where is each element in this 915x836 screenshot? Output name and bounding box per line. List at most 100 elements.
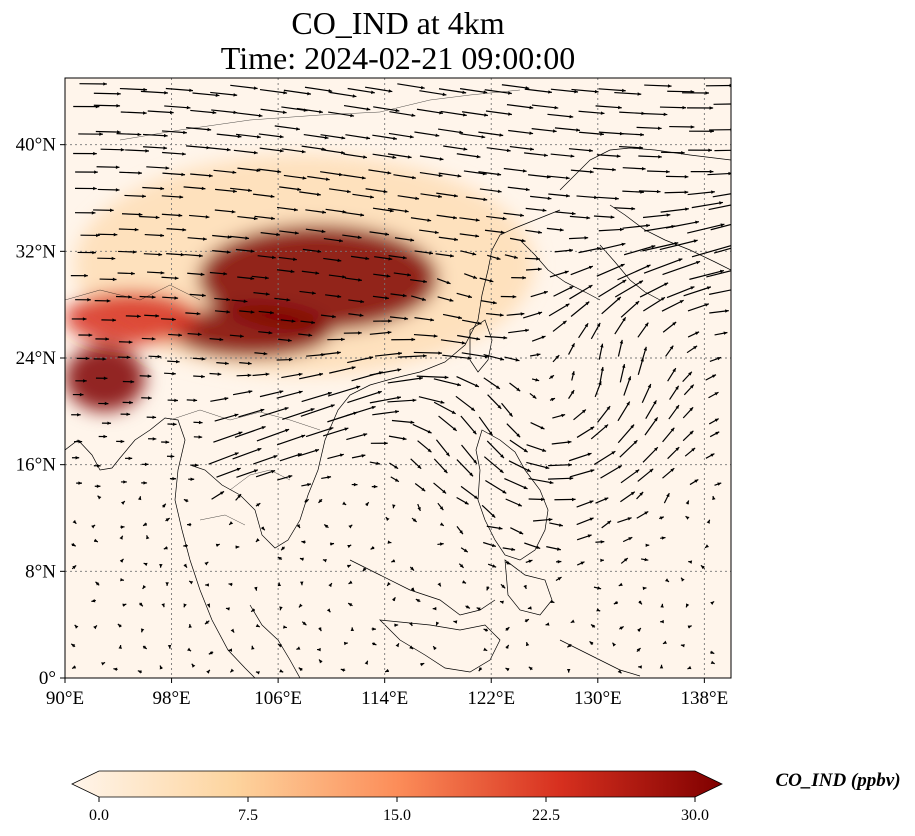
wind-arrow [299,373,324,380]
y-tick-label: 32°N [16,241,57,262]
wind-arrow-head [370,546,375,550]
wind-arrow-head [234,452,239,456]
wind-arrow [397,355,427,358]
wind-arrow-head [85,356,90,361]
wind-arrow-head [478,667,483,672]
wind-arrow-head [499,133,504,137]
wind-arrow-head [543,153,548,157]
wind-arrow-head [621,88,626,93]
wind-arrow-head [412,518,417,522]
wind-arrow-head [318,627,322,632]
wind-arrow-head [600,132,604,136]
wind-arrow-head [570,619,575,623]
wind-arrow-head [165,440,170,444]
wind-arrow [147,110,174,114]
wind-arrow [301,145,326,151]
x-tick-label: 130°E [574,688,622,709]
wind-arrow-head [407,273,411,277]
wind-arrow-head [198,253,203,258]
wind-arrow-head [169,110,174,115]
wind-arrow-head [549,480,554,485]
wind-arrow [320,134,346,139]
wind-arrow-head [700,565,705,570]
wind-arrow [328,111,355,117]
wind-arrow-head [644,322,649,327]
wind-arrow [547,175,570,179]
wind-arrow-head [568,463,572,467]
wind-arrow-head [217,372,222,376]
wind-arrow-head [672,368,676,373]
colorbar-tick-label: 7.5 [238,807,258,824]
wind-arrow-head [548,517,553,522]
wind-arrow-head [438,194,442,199]
wind-arrow-head [646,264,651,269]
wind-arrow-head [619,339,624,344]
wind-arrow [461,111,489,117]
wind-arrow-head [644,557,649,562]
wind-arrow [531,128,557,133]
wind-arrow-head [457,174,462,178]
wind-arrow-head [675,447,680,451]
wind-arrow-head [278,644,283,648]
wind-arrow-head [500,230,505,234]
wind-arrow [352,193,374,199]
wind-arrow-head [594,89,599,94]
wind-arrow-head [430,318,435,322]
wind-arrow-head [97,464,101,468]
colorbar-tick-label: 22.5 [532,807,560,824]
wind-arrow [667,90,695,93]
wind-arrow-head [690,384,694,389]
wind-arrow-head [694,479,699,483]
wind-arrow [143,146,168,149]
wind-arrow-head [541,497,545,502]
wind-arrow-head [342,275,346,279]
wind-arrow-head [385,232,389,236]
wind-arrow [570,169,594,173]
wind-arrow-head [657,126,662,131]
wind-arrow [619,132,645,136]
wind-arrow [485,480,507,494]
wind-arrow-head [233,110,238,115]
wind-arrow [230,187,252,192]
wind-arrow [142,186,165,190]
wind-arrow [438,172,462,178]
wind-arrow-head [420,85,425,90]
wind-arrow-head [338,172,343,177]
wind-arrow [509,145,534,151]
wind-arrow-head [103,376,108,380]
wind-arrow [619,439,638,458]
wind-arrow [259,147,284,152]
wind-arrow-head [719,201,723,205]
wind-arrow-head [370,195,374,199]
wind-arrow-head [503,336,508,340]
wind-arrow [397,83,425,89]
wind-arrow-head [132,250,137,254]
wind-arrow-head [351,366,356,370]
wind-arrow-head [288,474,293,479]
wind-arrow [528,477,554,484]
wind-arrow [526,461,550,469]
wind-arrow-head [417,506,421,511]
wind-arrow-head [709,106,714,110]
wind-arrow-head [324,524,329,529]
wind-arrow-head [175,359,180,364]
wind-arrow [238,408,265,418]
wind-arrow-head [606,406,611,411]
wind-arrow-head [361,176,366,180]
wind-arrow-head [402,293,407,298]
wind-arrow-head [520,312,525,316]
wind-arrow-head [178,333,183,337]
coastlines [65,147,731,678]
wind-arrow-head [610,215,615,219]
wind-arrow-head [387,540,392,544]
wind-arrow [687,191,715,196]
wind-arrow [232,447,262,460]
wind-arrow-head [290,269,295,274]
wind-arrow-head [717,356,722,361]
wind-arrow [579,131,604,135]
wind-arrow-head [97,495,102,500]
wind-arrow-head [392,155,397,159]
wind-arrow [460,133,486,138]
wind-arrow-head [75,456,80,460]
